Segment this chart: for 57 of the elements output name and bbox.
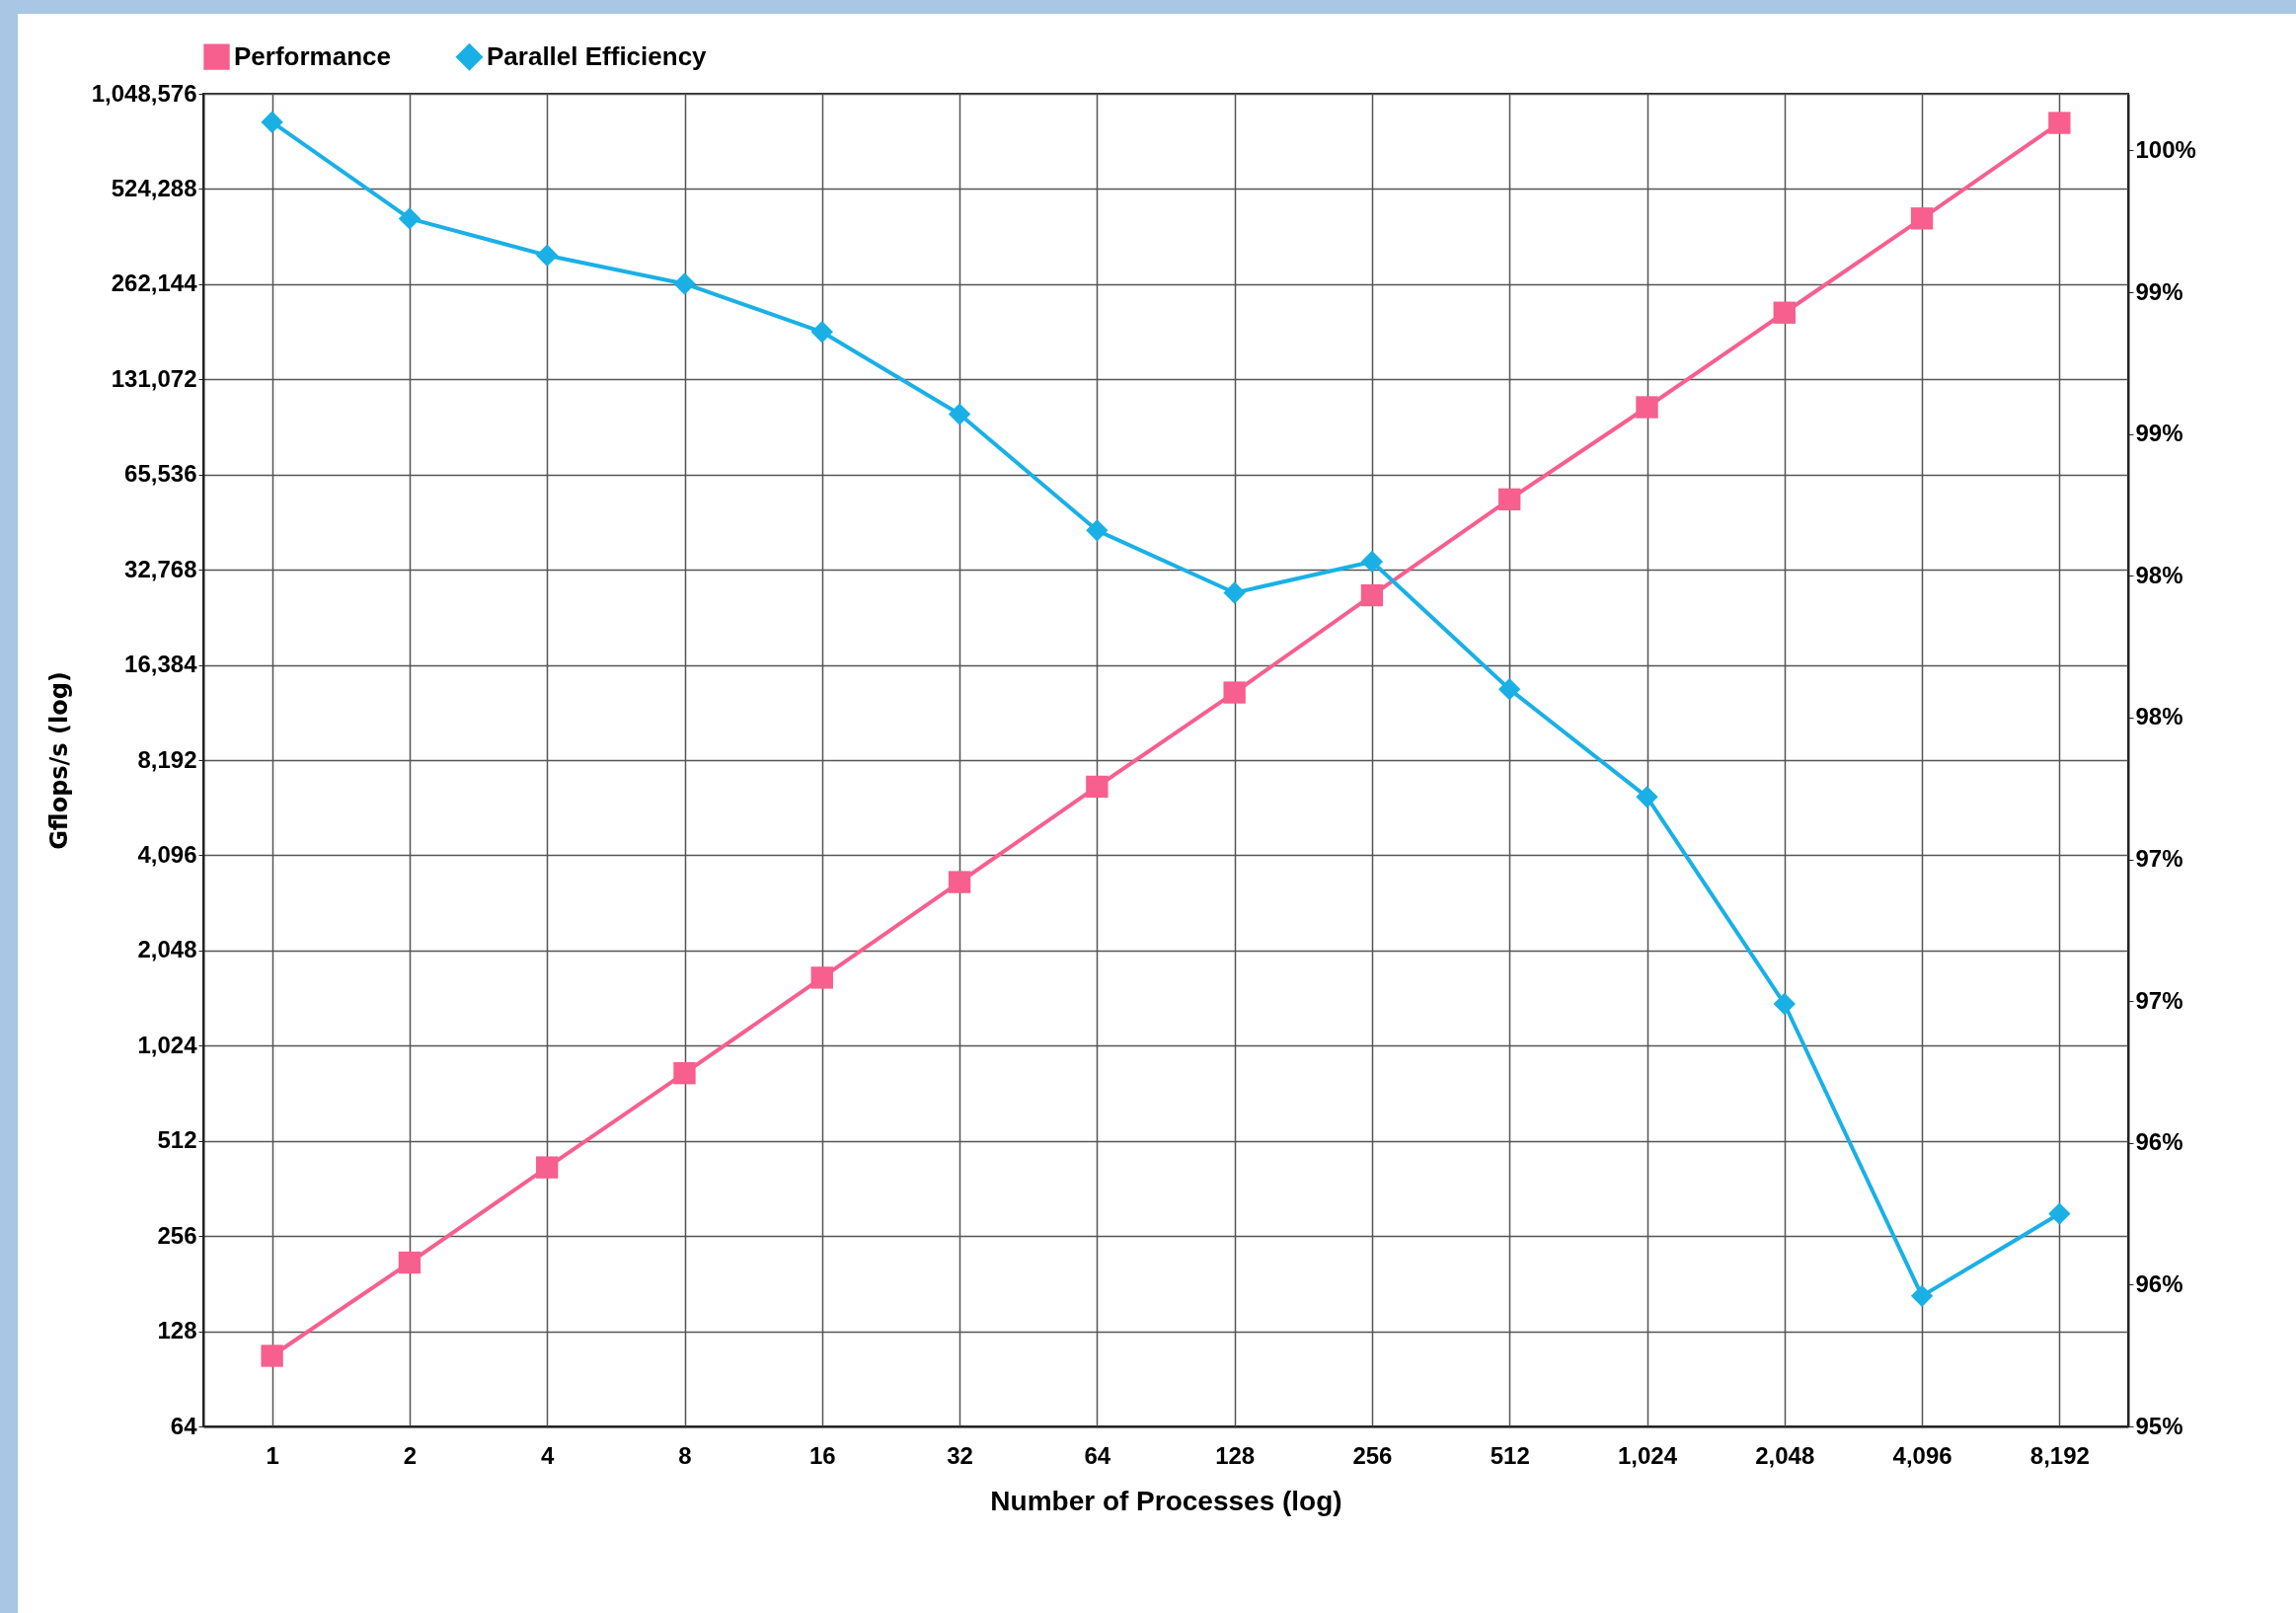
y2-tick-label: 96%	[2135, 1269, 2183, 1297]
y2-tick-label: 97%	[2135, 986, 2183, 1014]
y2-tick-label: 98%	[2135, 561, 2183, 588]
y-tick-label: 65,536	[124, 460, 197, 488]
legend-label: Parallel Efficiency	[487, 40, 708, 71]
x-tick-label: 1	[266, 1441, 279, 1469]
x-tick-label: 16	[808, 1441, 836, 1469]
x-tick-label: 2,048	[1755, 1441, 1815, 1469]
x-tick-label: 128	[1215, 1441, 1256, 1469]
y-tick-label: 256	[157, 1221, 197, 1249]
y2-tick-label: 99%	[2135, 420, 2183, 447]
x-axis-title: Number of Processes (log)	[990, 1485, 1342, 1516]
point	[1360, 583, 1384, 607]
y2-tick-label: 99%	[2135, 277, 2183, 305]
point	[948, 871, 971, 893]
y-tick-label: 16,384	[124, 651, 198, 678]
point	[1636, 396, 1658, 419]
x-tick-label: 64	[1084, 1441, 1111, 1469]
y-tick-label: 512	[157, 1126, 197, 1154]
point	[810, 966, 833, 989]
y-tick-label: 1,048,576	[91, 79, 197, 107]
x-tick-label: 2	[403, 1441, 418, 1469]
point	[1498, 488, 1521, 511]
y2-tick-label: 96%	[2135, 1128, 2183, 1156]
y-tick-label: 2,048	[137, 936, 197, 963]
y-tick-label: 32,768	[124, 555, 197, 582]
y-tick-label: 131,072	[111, 364, 197, 392]
x-tick-label: 1,024	[1617, 1441, 1678, 1469]
y2-tick-label: 95%	[2135, 1412, 2183, 1439]
point	[673, 1061, 696, 1085]
x-tick-label: 8,192	[2029, 1441, 2090, 1469]
x-tick-label: 256	[1352, 1441, 1393, 1469]
x-tick-label: 4	[541, 1441, 556, 1469]
point	[1910, 207, 1934, 230]
y2-tick-label: 100%	[2135, 135, 2196, 163]
x-tick-label: 32	[947, 1441, 973, 1469]
point	[536, 1156, 559, 1179]
point	[2048, 112, 2071, 134]
y2-tick-label: 98%	[2135, 703, 2183, 730]
y-tick-label: 262,144	[111, 269, 198, 297]
x-tick-label: 4,096	[1892, 1441, 1952, 1469]
point	[1773, 301, 1796, 324]
y-tick-label: 8,192	[137, 745, 197, 773]
y2-tick-label: 97%	[2135, 845, 2183, 873]
legend-label: Performance	[234, 40, 391, 71]
y-tick-label: 4,096	[137, 840, 197, 868]
y-tick-label: 524,288	[111, 174, 197, 201]
point	[398, 1251, 421, 1274]
y-tick-label: 128	[157, 1317, 197, 1344]
x-tick-label: 8	[678, 1441, 692, 1469]
y-axis-title: Gflops/s (log)	[44, 671, 73, 850]
point	[1086, 775, 1109, 799]
point	[261, 1344, 283, 1367]
point	[1223, 681, 1246, 704]
y-tick-label: 64	[170, 1412, 198, 1439]
x-tick-label: 512	[1490, 1441, 1530, 1469]
y-tick-label: 1,024	[137, 1031, 198, 1058]
